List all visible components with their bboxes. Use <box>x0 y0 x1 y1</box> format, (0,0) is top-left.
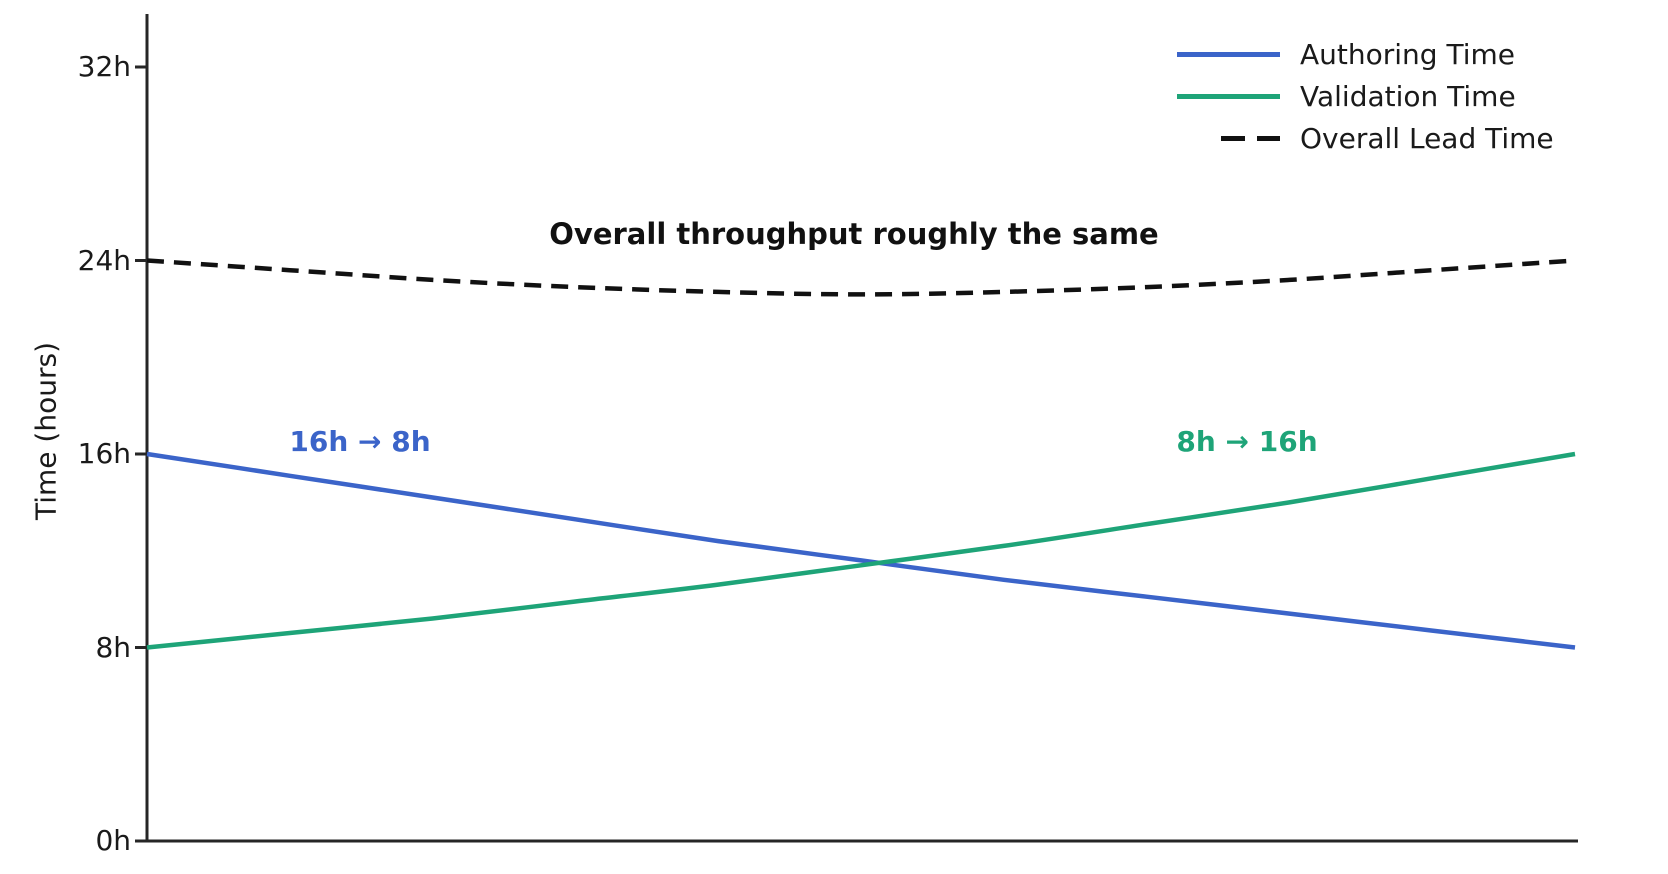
y-tick-label-24h: 24h <box>77 243 131 277</box>
validation-time-line <box>146 451 1576 650</box>
legend: Authoring Time Validation Time Overall L… <box>1177 33 1554 159</box>
authoring-time-line <box>146 451 1576 650</box>
validation-time-line-swatch <box>1177 93 1280 99</box>
legend-item-validation-time: Validation Time <box>1177 75 1554 117</box>
y-tick-label-0h: 0h <box>95 824 131 857</box>
legend-label-validation-time: Validation Time <box>1300 79 1516 113</box>
annotation-validation-change: 8h → 16h <box>1176 425 1318 458</box>
overall-lead-time-line <box>146 258 1576 297</box>
y-axis-title: Time (hours) <box>29 342 63 520</box>
legend-item-authoring-time: Authoring Time <box>1177 33 1554 75</box>
overall-lead-time-line-swatch <box>1177 135 1280 141</box>
annotation-overall-throughput: Overall throughput roughly the same <box>549 217 1159 251</box>
y-tick-label-16h: 16h <box>77 437 131 470</box>
y-tick-label-8h: 8h <box>95 630 131 664</box>
legend-label-overall-lead-time: Overall Lead Time <box>1300 121 1554 155</box>
legend-item-overall-lead-time: Overall Lead Time <box>1177 117 1554 159</box>
authoring-time-line-swatch <box>1177 51 1280 57</box>
annotation-authoring-change: 16h → 8h <box>289 425 431 458</box>
legend-label-authoring-time: Authoring Time <box>1300 37 1515 71</box>
y-tick-label-32h: 32h <box>77 50 131 83</box>
